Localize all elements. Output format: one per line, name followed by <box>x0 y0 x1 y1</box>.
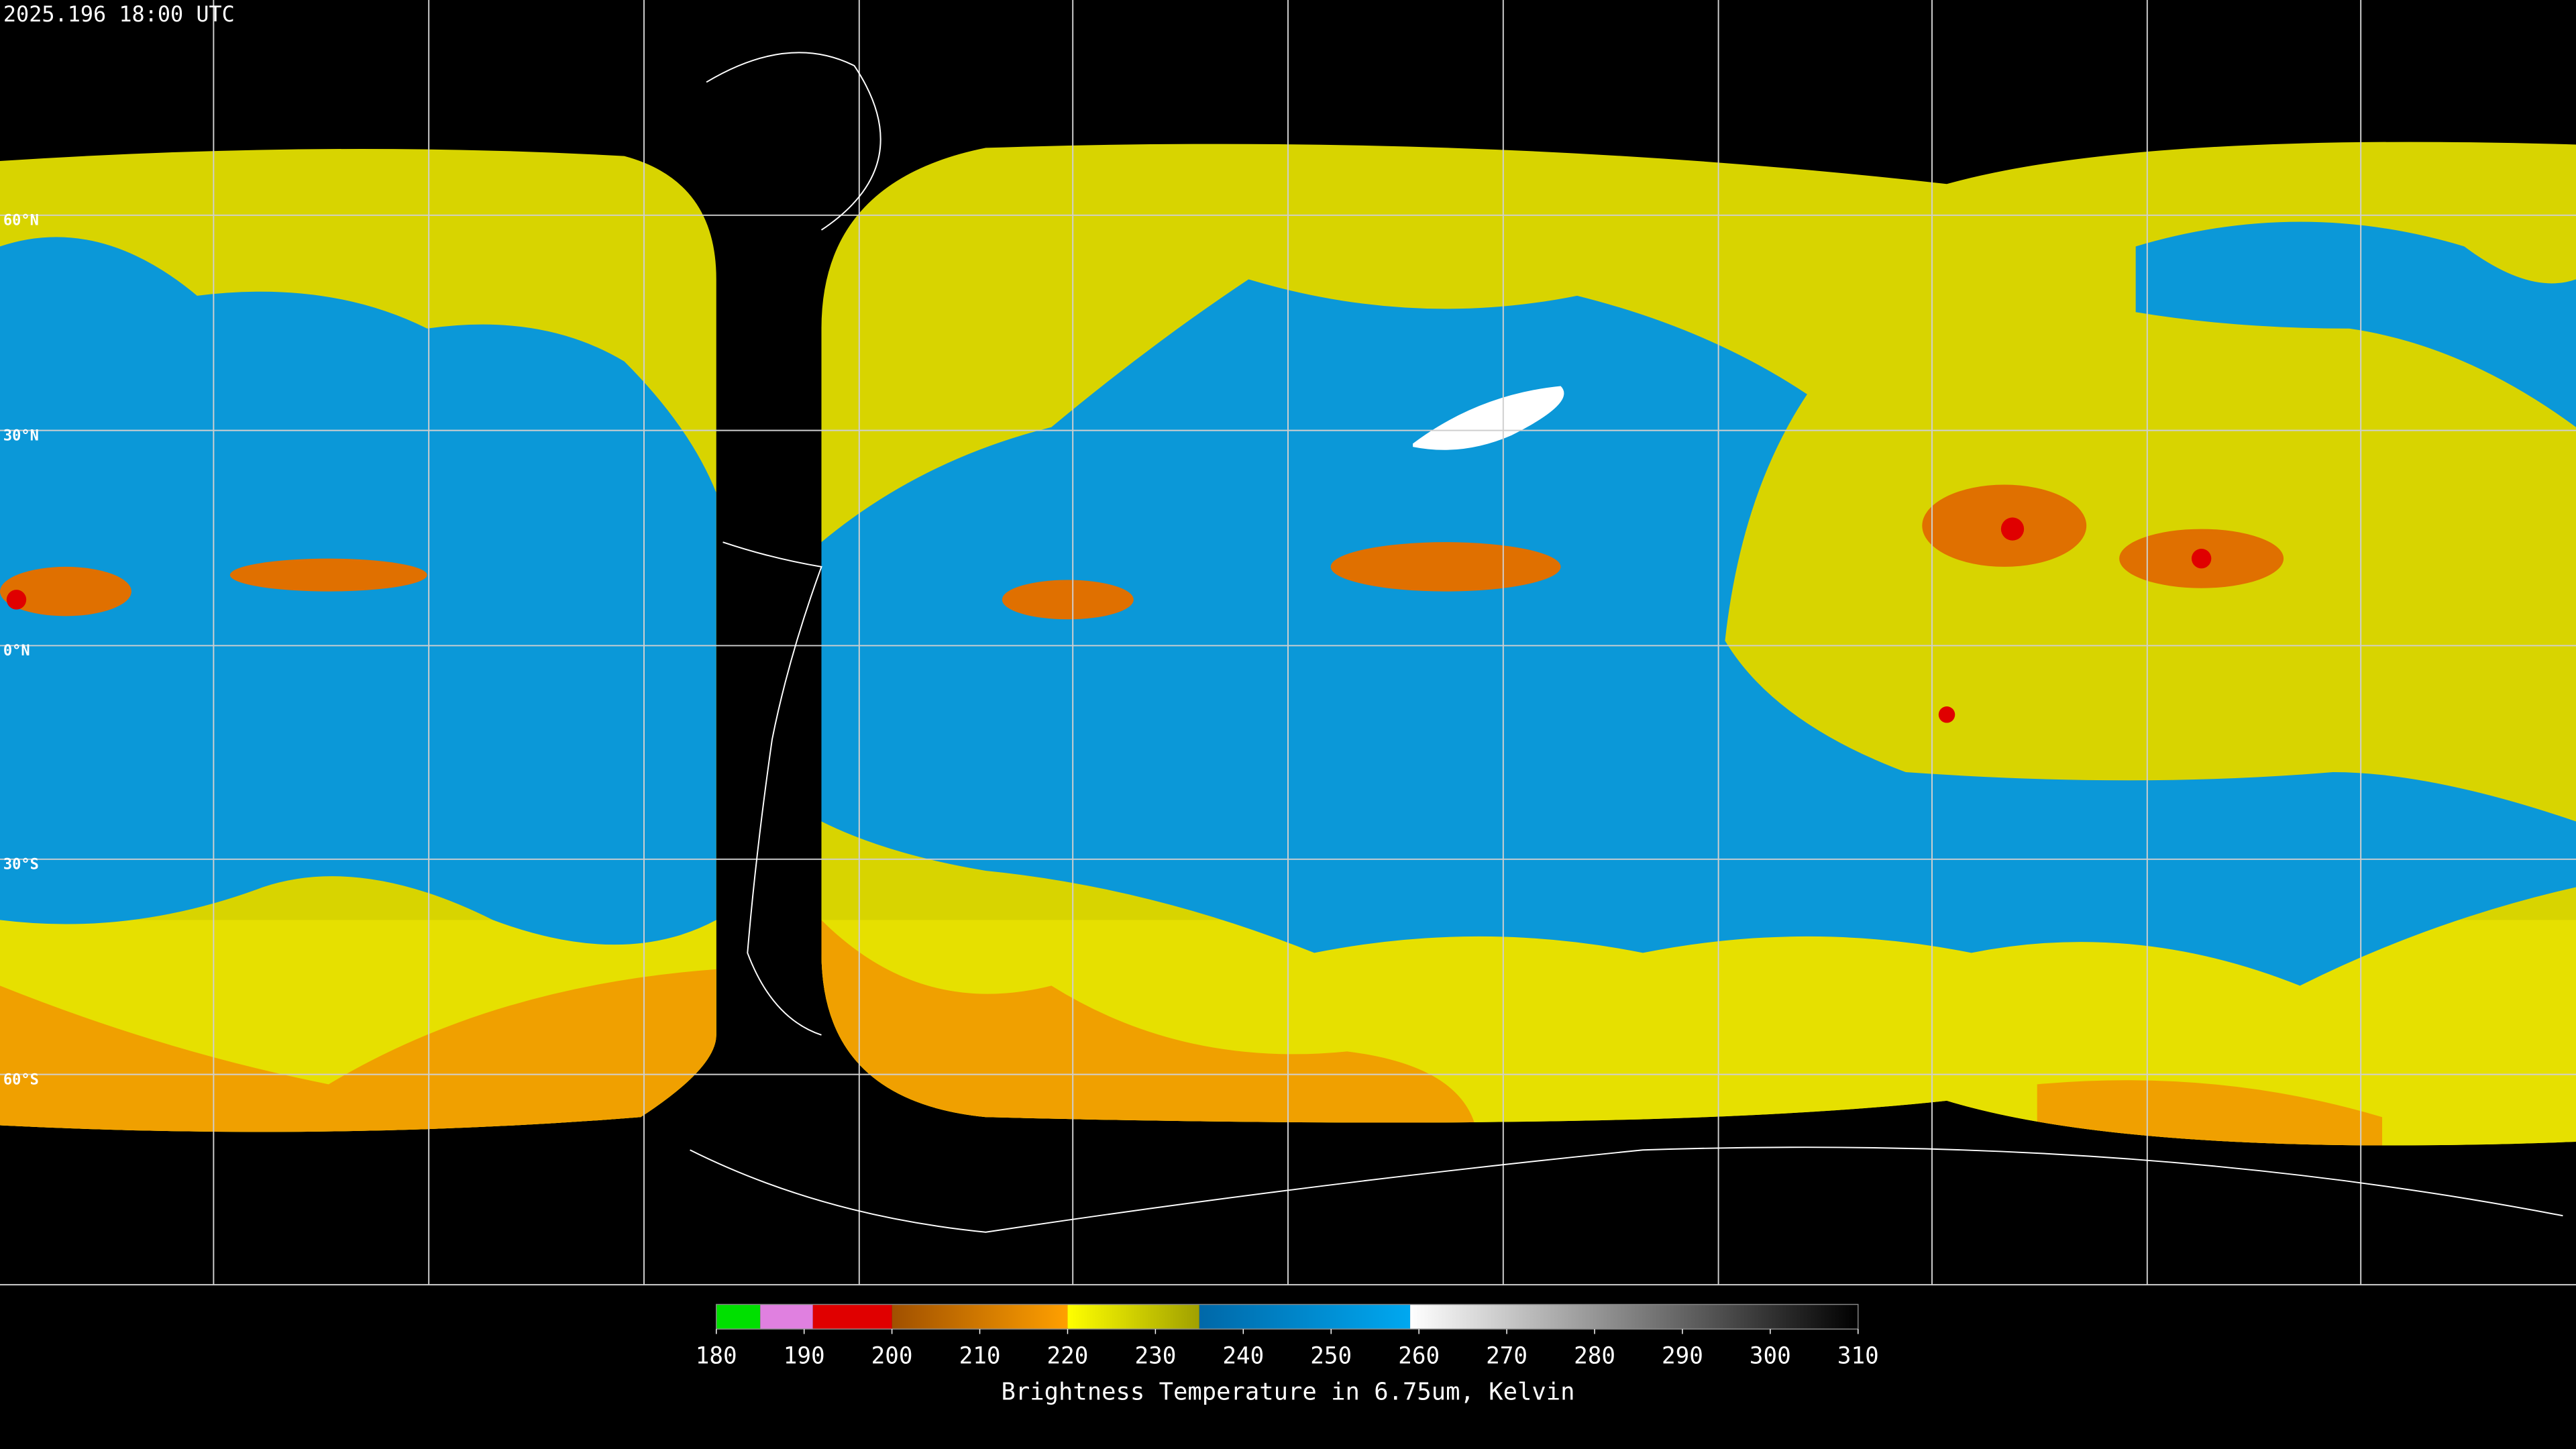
colorbar-tick-label: 310 <box>1837 1343 1879 1370</box>
colorbar-tick-label: 230 <box>1134 1343 1176 1370</box>
latitude-label: 30°S <box>3 857 39 873</box>
colorbar-tick-label: 240 <box>1222 1343 1264 1370</box>
colorbar-segment <box>892 1304 1068 1330</box>
dry-region <box>0 237 716 945</box>
colorbar-segment <box>1199 1304 1411 1330</box>
colorbar-tick-label: 190 <box>784 1343 825 1370</box>
colorbar-frame <box>716 1303 1859 1330</box>
deep-convection <box>6 517 2212 723</box>
grid-line <box>213 0 2362 1285</box>
latitude-label: 60°N <box>3 213 39 229</box>
warm-region <box>1413 386 1564 450</box>
colorbar-label: Brightness Temperature in 6.75um, Kelvin <box>1002 1379 1575 1406</box>
colorbar-tick-label: 300 <box>1750 1343 1791 1370</box>
timestamp: 2025.196 18:00 UTC <box>3 1 235 27</box>
colorbar-segment <box>812 1304 892 1330</box>
latitude-label: 30°N <box>3 427 39 444</box>
cold-region <box>0 920 2383 1146</box>
graticule <box>0 0 2576 1286</box>
latitude-label: 60°S <box>3 1071 39 1088</box>
colorbar-segment <box>1067 1304 1199 1330</box>
colorbar-tick-label: 210 <box>959 1343 1001 1370</box>
colorbar-tick-label: 270 <box>1486 1343 1527 1370</box>
dry-region <box>2135 221 2576 427</box>
colorbar-tick-label: 200 <box>871 1343 913 1370</box>
dry-region <box>821 279 2576 986</box>
colorbar-segment <box>716 1304 761 1330</box>
colorbar-tick-label: 260 <box>1398 1343 1440 1370</box>
coastlines <box>690 52 2563 1233</box>
latitude-label: 0°N <box>3 643 30 659</box>
colorbar-tick-label: 250 <box>1310 1343 1352 1370</box>
colorbar-tick-label: 180 <box>696 1343 737 1370</box>
latitude-labels: 60°N 30°N 0°N 30°S 60°S <box>3 213 39 1089</box>
colorbar-tick-label: 280 <box>1574 1343 1615 1370</box>
colorbar-tick-label: 220 <box>1047 1343 1089 1370</box>
colorbar: 180 190 200 210 220 230 240 250 260 270 280 290 300 3… <box>696 1303 1879 1370</box>
colorbar-segment <box>1410 1304 1858 1330</box>
colorbar-tick-label: 290 <box>1662 1343 1703 1370</box>
colorbar-segment <box>760 1304 813 1330</box>
